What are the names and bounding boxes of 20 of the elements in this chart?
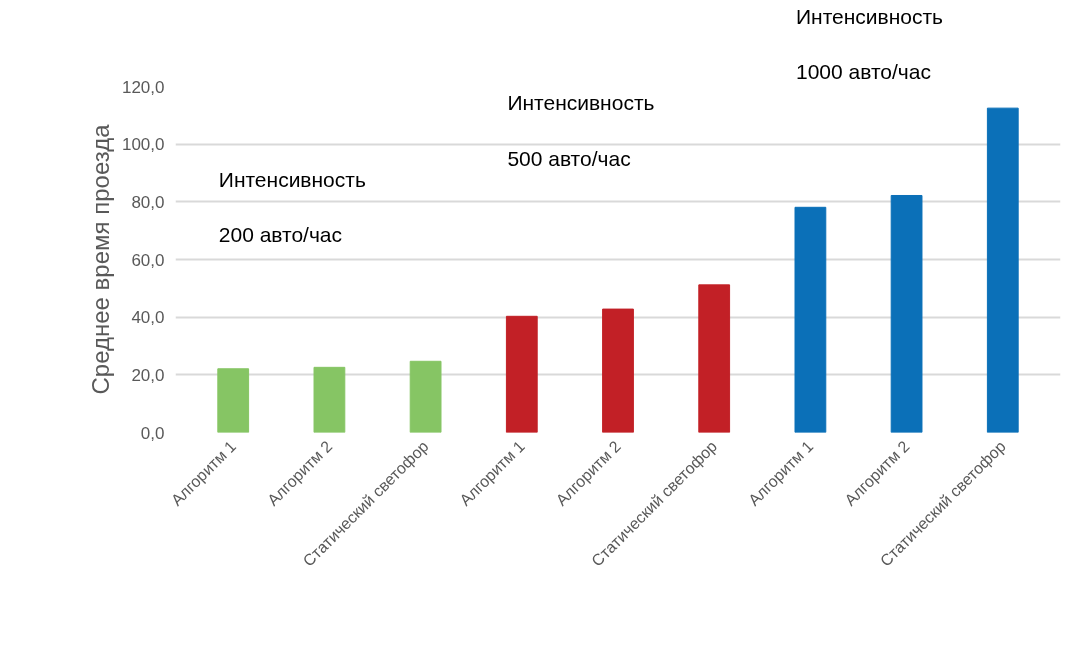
bar [217,368,250,433]
y-tick-label: 60,0 [131,250,165,270]
text: Интенсивность 1000 авто/час [795,5,944,84]
y-tick-label: 20,0 [131,365,165,385]
bar [409,360,442,433]
bar [986,107,1019,433]
text: Интенсивность 200 авто/час [218,167,366,246]
y-axis-title: Среднее время проезда [86,123,114,395]
y-tick-label: 120,0 [121,77,165,97]
y-tick-label: 100,0 [121,135,165,155]
y-tick-label: 40,0 [131,308,165,328]
bar [890,194,923,433]
bar [602,308,634,433]
bar [794,206,827,433]
bar [698,284,731,433]
bar [313,366,346,433]
y-tick-label: 0,0 [140,423,165,443]
bar [505,315,538,433]
text: Интенсивность 500 авто/час [507,91,655,170]
y-tick-label: 80,0 [131,192,165,212]
